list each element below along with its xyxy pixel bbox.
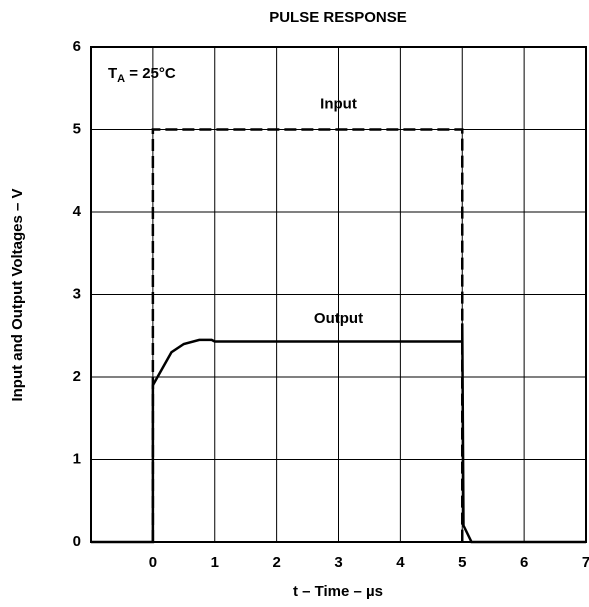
series-line [151, 128, 464, 542]
x-tick-label: 7 [582, 554, 589, 571]
condition-subscript: A [117, 73, 125, 85]
x-tick-label: 6 [520, 554, 528, 571]
series-label: Input [320, 96, 357, 113]
x-axis-label: t – Time – µs [293, 583, 383, 600]
plot-frame [90, 46, 587, 543]
chart-title: PULSE RESPONSE [269, 9, 407, 26]
condition-label: TA = 25°C [108, 65, 176, 85]
series-line [91, 323, 586, 544]
y-tick-label: 5 [73, 120, 81, 137]
x-tick-label: 5 [458, 554, 466, 571]
x-tick-label: 4 [396, 554, 405, 571]
y-tick-label: 4 [73, 203, 82, 220]
x-tick-label: 3 [334, 554, 342, 571]
y-tick-label: 1 [73, 450, 81, 467]
y-tick-label: 0 [73, 533, 81, 550]
x-tick-label: 0 [149, 554, 157, 571]
condition-text: = 25°C [125, 65, 176, 82]
y-tick-label: 2 [73, 368, 81, 385]
y-axis-label: Input and Output Voltages – V [9, 188, 26, 401]
y-tick-label: 3 [73, 285, 81, 302]
x-tick-label: 1 [211, 554, 219, 571]
series-label: Output [314, 310, 363, 327]
x-tick-label: 2 [272, 554, 280, 571]
y-tick-label: 6 [73, 38, 81, 55]
condition-symbol: T [108, 65, 117, 82]
